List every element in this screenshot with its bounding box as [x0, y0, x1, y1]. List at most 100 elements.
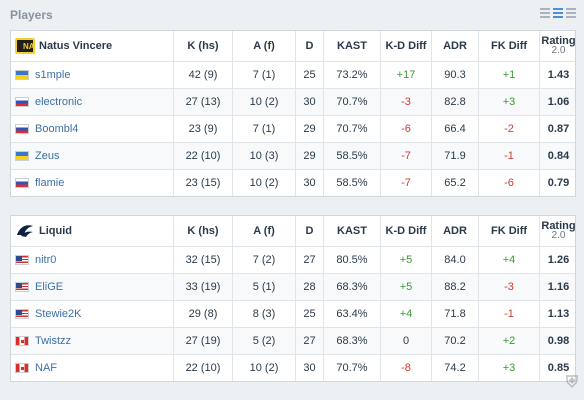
stat-kd-diff: +4 [380, 301, 431, 327]
navi-logo-text: NA [23, 41, 35, 51]
team-cell: NA Natus Vincere [11, 31, 173, 61]
stat-kast: 70.7% [323, 355, 380, 381]
stat-adr: 74.2 [431, 355, 478, 381]
stat-kd-diff: 0 [380, 328, 431, 354]
stat-assists-flash: 7 (1) [232, 116, 295, 142]
player-cell: EliGE [11, 274, 173, 300]
stat-kills-hs: 42 (9) [173, 62, 232, 88]
stat-adr: 88.2 [431, 274, 478, 300]
stat-rating: 0.84 [539, 143, 577, 169]
column-header-fk-diff[interactable]: FK Diff [478, 216, 539, 246]
rating-version: 2.0 [551, 45, 566, 56]
stat-rating: 0.79 [539, 170, 577, 196]
detailed-view-icon[interactable] [566, 8, 576, 18]
column-header-kd-diff[interactable]: K-D Diff [380, 31, 431, 61]
player-name-link[interactable]: Boombl4 [35, 123, 79, 135]
player-row: s1mple 42 (9) 7 (1) 25 73.2% +17 90.3 +1 1.43 [11, 61, 575, 88]
stat-deaths: 30 [295, 89, 323, 115]
russia-flag-icon [15, 97, 29, 107]
column-header-rating[interactable]: Rating 2.0 [539, 216, 577, 246]
liquid-logo-icon [15, 222, 35, 240]
stat-fk-diff: +3 [478, 89, 539, 115]
stat-kd-diff: -7 [380, 170, 431, 196]
stat-assists-flash: 10 (3) [232, 143, 295, 169]
player-name-link[interactable]: s1mple [35, 69, 71, 81]
watermark-logo: ⛨ [565, 374, 578, 391]
ukraine-flag-icon [15, 70, 29, 80]
team-table-2: Liquid K (hs) A (f) D KAST K-D Diff ADR FK Diff… [10, 215, 576, 382]
column-header-kills-hs[interactable]: K (hs) [173, 216, 232, 246]
stat-deaths: 25 [295, 301, 323, 327]
stat-adr: 82.8 [431, 89, 478, 115]
player-name-link[interactable]: EliGE [35, 281, 64, 293]
column-header-fk-diff[interactable]: FK Diff [478, 31, 539, 61]
stat-rating: 1.13 [539, 301, 577, 327]
stat-fk-diff: -1 [478, 301, 539, 327]
player-name-link[interactable]: flamie [35, 177, 65, 189]
list-view-icon[interactable] [553, 8, 563, 18]
player-row: nitr0 32 (15) 7 (2) 27 80.5% +5 84.0 +4 1.26 [11, 246, 575, 273]
stat-kills-hs: 33 (19) [173, 274, 232, 300]
stat-kills-hs: 23 (15) [173, 170, 232, 196]
player-cell: nitr0 [11, 247, 173, 273]
column-header-adr[interactable]: ADR [431, 31, 478, 61]
column-header-kd-diff[interactable]: K-D Diff [380, 216, 431, 246]
column-header-deaths[interactable]: D [295, 216, 323, 246]
stat-kd-diff: -6 [380, 116, 431, 142]
stat-fk-diff: +4 [478, 247, 539, 273]
stat-adr: 65.2 [431, 170, 478, 196]
team-name[interactable]: Liquid [39, 225, 72, 237]
stat-kd-diff: -8 [380, 355, 431, 381]
stat-fk-diff: -6 [478, 170, 539, 196]
team-cell: Liquid [11, 216, 173, 246]
column-header-adr[interactable]: ADR [431, 216, 478, 246]
player-name-link[interactable]: Zeus [35, 150, 60, 162]
canada-flag-icon [15, 336, 29, 346]
stat-kills-hs: 27 (13) [173, 89, 232, 115]
column-header-assists-flash[interactable]: A (f) [232, 31, 295, 61]
player-row: Stewie2K 29 (8) 8 (3) 25 63.4% +4 71.8 -1 1.13 [11, 300, 575, 327]
stat-kills-hs: 22 (10) [173, 355, 232, 381]
stat-kast: 63.4% [323, 301, 380, 327]
stat-assists-flash: 10 (2) [232, 355, 295, 381]
stat-deaths: 30 [295, 355, 323, 381]
stat-deaths: 30 [295, 170, 323, 196]
compact-view-icon[interactable] [540, 8, 550, 18]
column-header-kast[interactable]: KAST [323, 31, 380, 61]
player-row: electronic 27 (13) 10 (2) 30 70.7% -3 82.8 +3 1.… [11, 88, 575, 115]
stat-fk-diff: +2 [478, 328, 539, 354]
stat-assists-flash: 5 (2) [232, 328, 295, 354]
section-title: Players [10, 8, 53, 22]
player-row: Boombl4 23 (9) 7 (1) 29 70.7% -6 66.4 -2 0.87 [11, 115, 575, 142]
column-header-kast[interactable]: KAST [323, 216, 380, 246]
stat-fk-diff: -2 [478, 116, 539, 142]
player-name-link[interactable]: electronic [35, 96, 83, 108]
stat-kd-diff: +17 [380, 62, 431, 88]
stat-deaths: 25 [295, 62, 323, 88]
player-name-link[interactable]: NAF [35, 362, 57, 374]
stat-adr: 70.2 [431, 328, 478, 354]
stat-kast: 68.3% [323, 328, 380, 354]
stat-kast: 70.7% [323, 116, 380, 142]
column-header-kills-hs[interactable]: K (hs) [173, 31, 232, 61]
column-header-deaths[interactable]: D [295, 31, 323, 61]
player-name-link[interactable]: Twistzz [35, 335, 72, 347]
column-header-assists-flash[interactable]: A (f) [232, 216, 295, 246]
player-row: Zeus 22 (10) 10 (3) 29 58.5% -7 71.9 -1 0.84 [11, 142, 575, 169]
column-header-rating[interactable]: Rating 2.0 [539, 31, 577, 61]
stat-assists-flash: 10 (2) [232, 170, 295, 196]
player-name-link[interactable]: Stewie2K [35, 308, 82, 320]
team-name[interactable]: Natus Vincere [39, 40, 113, 52]
player-cell: electronic [11, 89, 173, 115]
rating-version: 2.0 [551, 230, 566, 241]
player-cell: NAF [11, 355, 173, 381]
stat-kd-diff: -7 [380, 143, 431, 169]
stat-assists-flash: 10 (2) [232, 89, 295, 115]
stat-kd-diff: +5 [380, 274, 431, 300]
stat-assists-flash: 7 (1) [232, 62, 295, 88]
stat-fk-diff: -3 [478, 274, 539, 300]
team-table-1: NA Natus Vincere K (hs) A (f) D KAST K-D Diff A… [10, 30, 576, 197]
player-name-link[interactable]: nitr0 [35, 254, 57, 266]
players-header: Players [0, 0, 584, 30]
player-row: NAF 22 (10) 10 (2) 30 70.7% -8 74.2 +3 0.85 [11, 354, 575, 381]
